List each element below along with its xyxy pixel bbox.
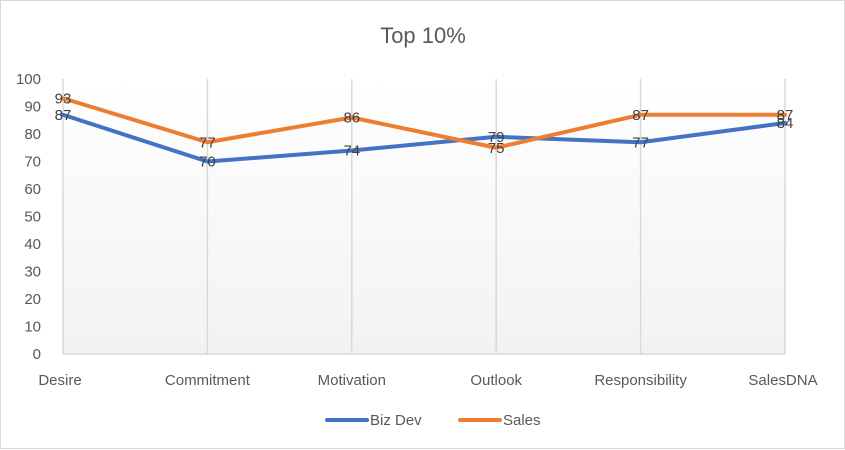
plot-area: [63, 79, 785, 354]
axes: 0 10 20 30 40 50 60 70 80 90 100 Desire Commitment Mo…: [16, 71, 818, 389]
y-tick-label: 60: [24, 181, 41, 198]
data-label: 87: [632, 107, 649, 124]
y-tick-label: 90: [24, 99, 41, 116]
y-tick-label: 40: [24, 236, 41, 253]
data-label: 77: [632, 134, 649, 151]
x-tick-label: Responsibility: [594, 372, 687, 389]
y-tick-label: 30: [24, 264, 41, 281]
data-label: 75: [488, 140, 505, 157]
series-lines: [61, 96, 787, 164]
x-tick-label: Outlook: [470, 372, 522, 389]
data-label: 93: [55, 90, 72, 107]
y-tick-label: 80: [24, 126, 41, 143]
data-label: 77: [199, 134, 216, 151]
x-tick-label: Commitment: [165, 372, 251, 389]
series-line-biz-dev: [61, 112, 787, 164]
data-label: 70: [199, 154, 216, 171]
data-label: 86: [343, 110, 360, 127]
data-label: 84: [777, 115, 794, 132]
data-labels: 87 70 74 79 77 84 93 77 86 75 87 87: [55, 90, 794, 170]
legend: Biz Dev Sales: [325, 412, 541, 429]
y-tick-label: 20: [24, 291, 41, 308]
y-tick-label: 70: [24, 154, 41, 171]
data-label: 87: [777, 107, 794, 124]
data-label: 79: [488, 129, 505, 146]
legend-label: Sales: [503, 412, 541, 429]
x-tick-label: Motivation: [318, 372, 386, 389]
x-tick-label: SalesDNA: [748, 372, 817, 389]
data-label: 74: [343, 143, 360, 160]
legend-label: Biz Dev: [370, 412, 422, 429]
x-tick-label: Desire: [38, 372, 81, 389]
y-tick-label: 100: [16, 71, 41, 88]
data-label: 87: [55, 107, 72, 124]
y-tick-label: 10: [24, 319, 41, 336]
chart-title: Top 10%: [380, 23, 466, 48]
y-tick-label: 0: [33, 346, 41, 363]
series-line-sales: [61, 96, 787, 150]
y-tick-label: 50: [24, 209, 41, 226]
